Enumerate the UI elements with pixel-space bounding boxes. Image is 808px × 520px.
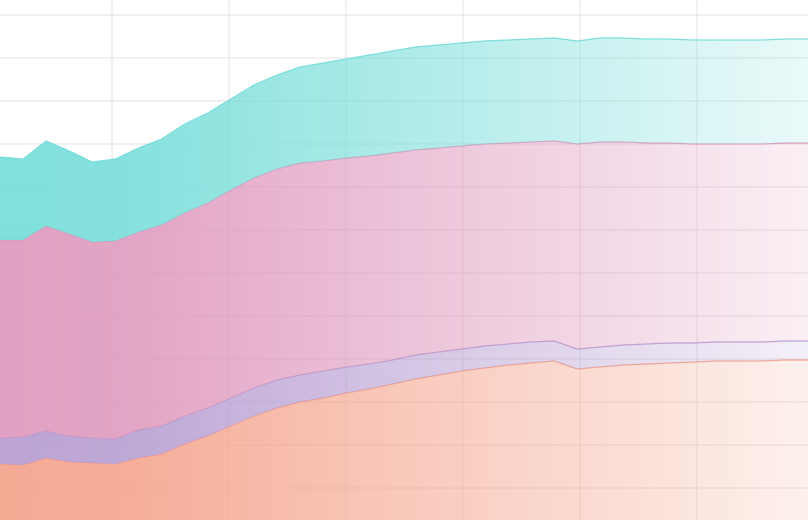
area-series-4-edge [0,37,808,163]
area-series-2 [0,341,808,465]
area-series-1 [0,360,808,520]
area-series-4 [0,38,808,242]
area-series-3 [0,141,808,439]
chart-areas [0,37,808,520]
